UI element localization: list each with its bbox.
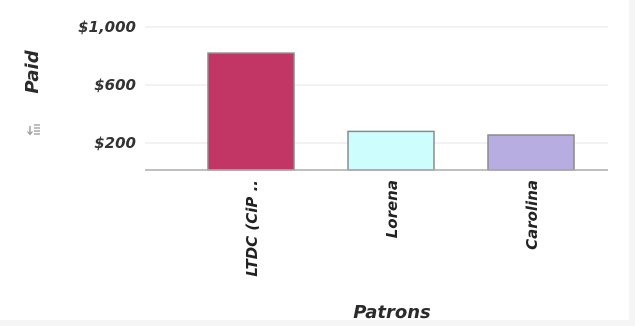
bar-1[interactable] bbox=[347, 130, 435, 171]
y-tick-label: $200 bbox=[94, 134, 136, 152]
bar-2[interactable] bbox=[487, 134, 575, 171]
bars bbox=[207, 52, 575, 171]
y-tick-label: $600 bbox=[94, 76, 136, 94]
bar-chart: $200 $600 $1,000 LTDC (CiP .. Lorena Carolin… bbox=[22, 18, 608, 320]
x-tick-label: Carolina bbox=[523, 180, 541, 250]
x-axis-title: Patrons bbox=[353, 302, 431, 320]
chart-panel: $200 $600 $1,000 LTDC (CiP .. Lorena Carolin… bbox=[22, 18, 608, 320]
x-tick-labels: LTDC (CiP .. Lorena Carolina bbox=[243, 180, 541, 277]
sort-icon[interactable] bbox=[27, 124, 41, 136]
y-axis-title: Paid bbox=[22, 49, 43, 93]
bar-0[interactable] bbox=[207, 52, 295, 171]
y-tick-label: $1,000 bbox=[78, 18, 136, 36]
x-tick-label: Lorena bbox=[383, 180, 401, 238]
x-tick-label: LTDC (CiP .. bbox=[243, 180, 261, 277]
y-tick-labels: $200 $600 $1,000 bbox=[78, 18, 136, 152]
